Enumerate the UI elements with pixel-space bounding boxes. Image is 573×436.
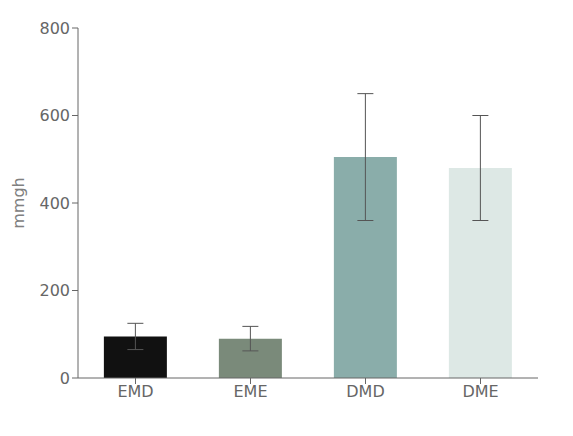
svg-text:EME: EME <box>233 382 267 401</box>
svg-text:EMD: EMD <box>117 382 153 401</box>
svg-text:400: 400 <box>39 194 70 213</box>
svg-text:200: 200 <box>39 281 70 300</box>
svg-text:0: 0 <box>60 369 70 388</box>
svg-text:DMD: DMD <box>346 382 384 401</box>
svg-text:DME: DME <box>462 382 498 401</box>
svg-text:800: 800 <box>39 19 70 38</box>
svg-text:600: 600 <box>39 106 70 125</box>
svg-text:mmgh: mmgh <box>9 177 28 228</box>
